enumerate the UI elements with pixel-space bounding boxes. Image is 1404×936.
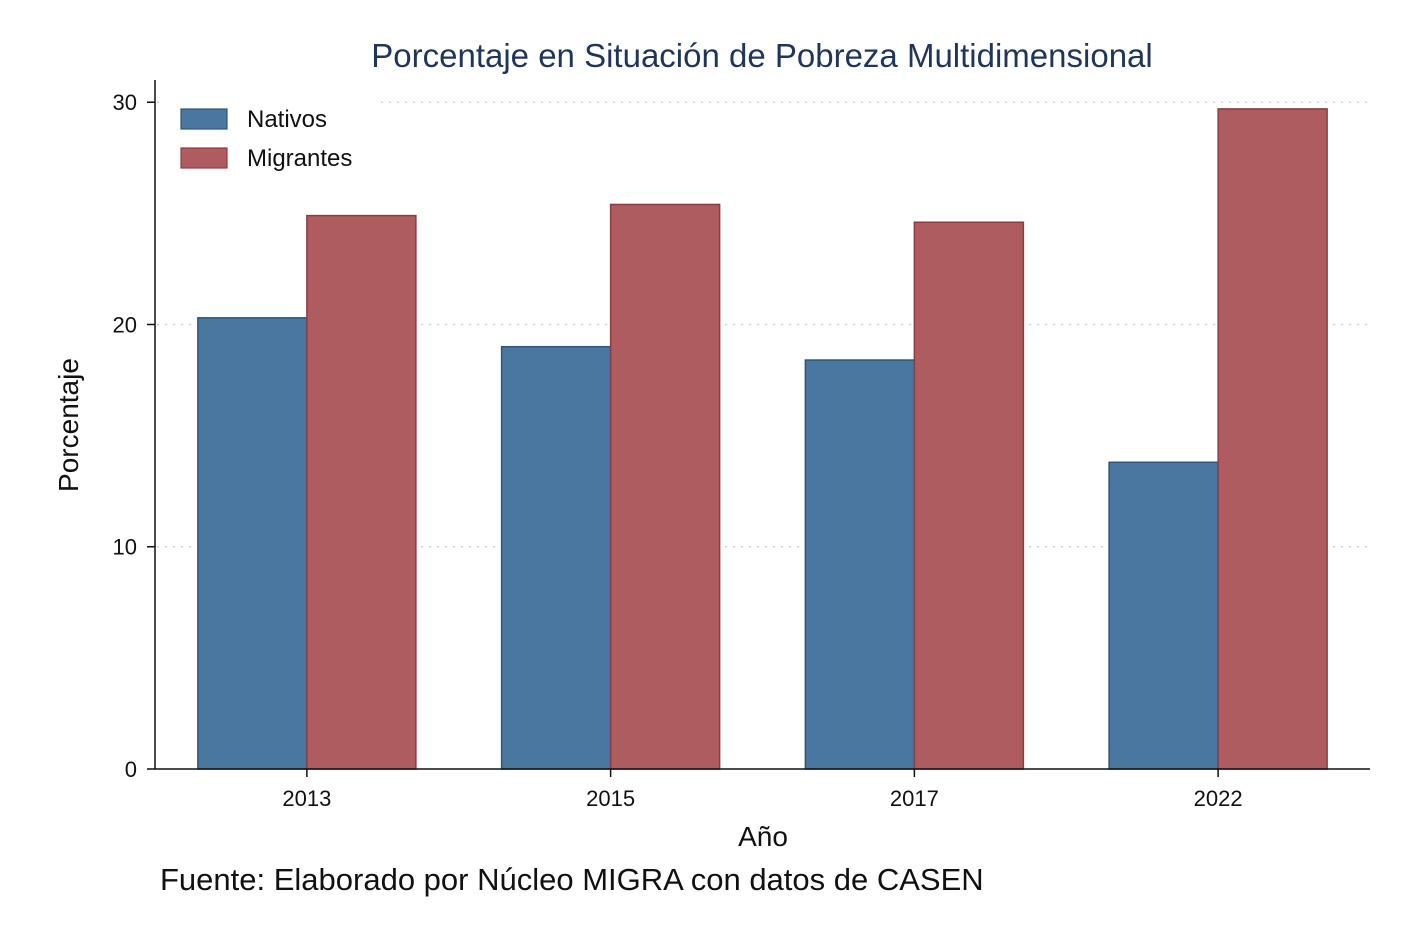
bar-nativos-2017 <box>804 359 916 770</box>
bar-migrantes-2013 <box>306 214 417 770</box>
y-ticks: 0 10 20 30 <box>113 90 155 782</box>
x-ticks: 2013 2015 2017 2022 <box>282 769 1243 811</box>
y-tick-label-20: 20 <box>113 312 137 337</box>
legend-label-nativos: Nativos <box>247 106 327 133</box>
x-tick-label-2017: 2017 <box>890 786 939 811</box>
bar-nativos-2015 <box>500 345 612 770</box>
legend: Nativos Migrantes <box>162 95 377 185</box>
legend-swatch-nativos <box>180 108 228 130</box>
bar-migrantes-2015 <box>609 203 721 770</box>
bar-nativos-2022 <box>1108 461 1219 770</box>
y-tick-label-0: 0 <box>125 757 137 782</box>
bar-migrantes-2022 <box>1217 108 1328 770</box>
x-axis-label: Año <box>738 821 788 852</box>
legend-label-migrantes: Migrantes <box>247 145 352 172</box>
x-tick-label-2015: 2015 <box>586 786 635 811</box>
x-tick-label-2022: 2022 <box>1194 786 1243 811</box>
y-tick-label-10: 10 <box>113 535 137 560</box>
y-tick-label-30: 30 <box>113 90 137 115</box>
legend-swatch-migrantes <box>180 147 228 169</box>
x-tick-label-2013: 2013 <box>282 786 331 811</box>
bars <box>197 108 1328 770</box>
bar-migrantes-2017 <box>913 221 1025 770</box>
chart-title: Porcentaje en Situación de Pobreza Multi… <box>371 37 1152 74</box>
y-axis-label: Porcentaje <box>53 358 84 492</box>
bar-nativos-2013 <box>197 317 308 770</box>
source-note: Fuente: Elaborado por Núcleo MIGRA con d… <box>160 862 984 897</box>
